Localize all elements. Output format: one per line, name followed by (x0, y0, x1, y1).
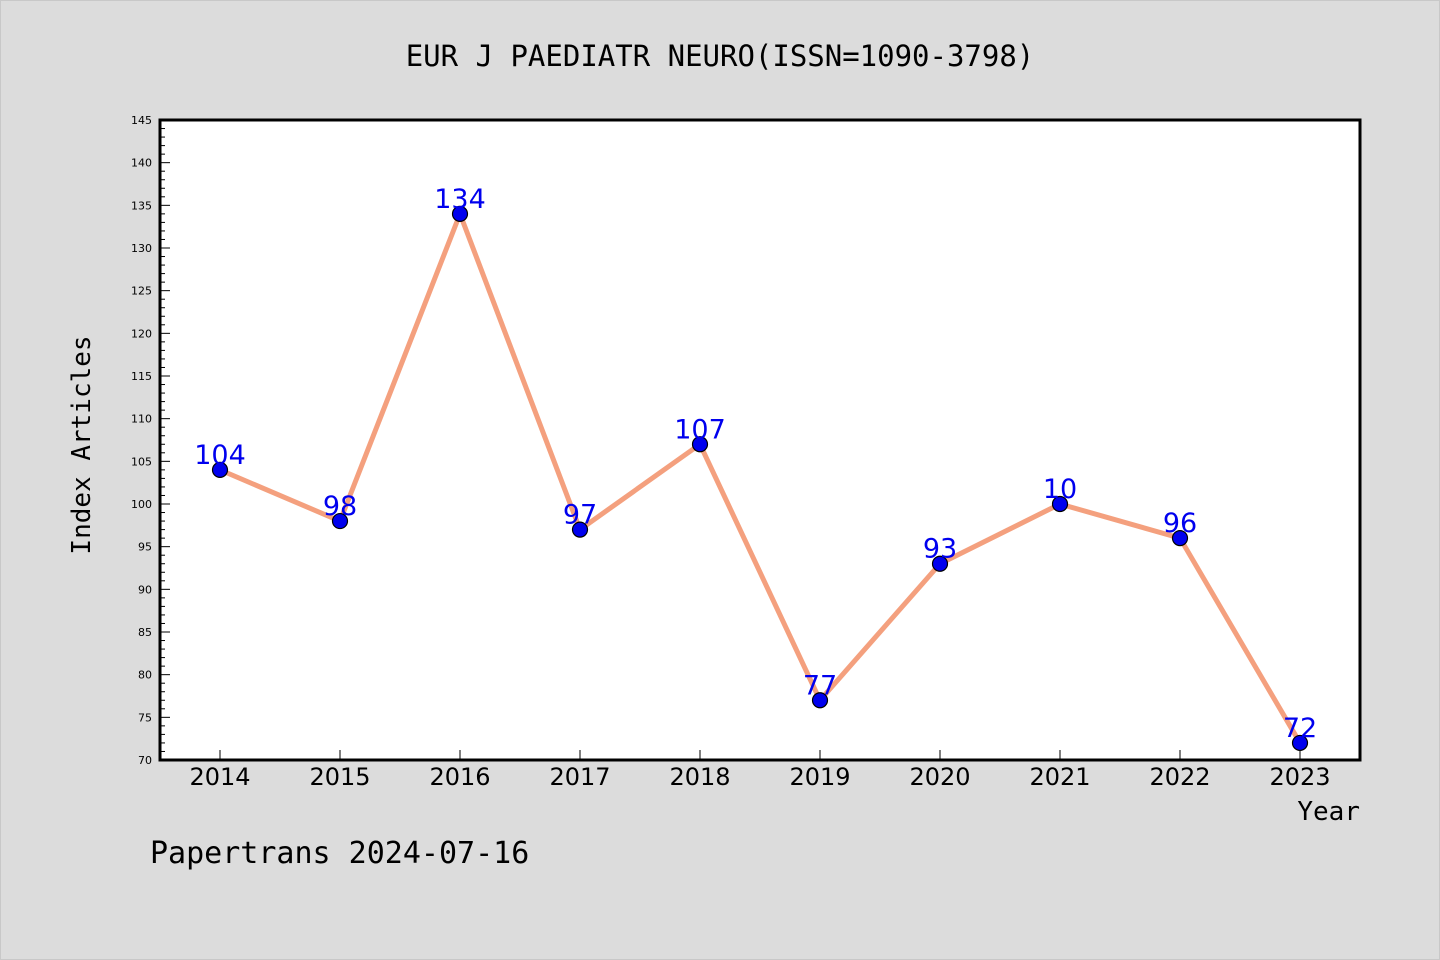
y-tick-label: 120 (131, 327, 152, 340)
markers-group (211, 205, 1309, 752)
x-tick-label: 2021 (1029, 763, 1090, 791)
data-point (691, 436, 709, 453)
plot-area (158, 118, 1362, 762)
data-point (211, 461, 229, 478)
y-tick-label: 80 (138, 669, 152, 682)
data-point (811, 692, 829, 709)
data-point (1051, 495, 1069, 513)
y-tick-label: 145 (131, 114, 152, 127)
data-label: 98 (323, 491, 357, 522)
data-point (931, 555, 949, 572)
y-tick-label: 105 (131, 455, 152, 468)
y-tick-label: 100 (131, 498, 152, 511)
data-label: 10 (1043, 474, 1077, 505)
data-label: 72 (1283, 713, 1317, 744)
y-tick-label: 110 (131, 413, 152, 426)
data-point (1291, 734, 1309, 752)
data-point (1171, 530, 1189, 547)
y-tick-label: 135 (131, 199, 152, 212)
data-label: 93 (923, 534, 957, 565)
x-axis-label: Year (1297, 797, 1360, 827)
y-tick-label: 140 (131, 157, 152, 170)
y-tick-label: 125 (131, 285, 152, 298)
y-tick-label: 95 (138, 541, 152, 554)
y-tick-label: 70 (138, 754, 152, 767)
series-line (219, 211, 1303, 745)
data-label: 134 (434, 184, 486, 215)
x-tick-label: 2019 (789, 763, 850, 791)
y-tick-label: 85 (138, 626, 152, 639)
x-tick-label: 2016 (429, 763, 490, 791)
data-label: 77 (803, 670, 837, 701)
y-tick-label: 115 (131, 370, 152, 383)
data-label: 107 (674, 414, 726, 445)
x-tick-label: 2014 (189, 763, 250, 791)
x-tick-label: 2023 (1269, 763, 1330, 791)
x-tick-label: 2017 (549, 763, 610, 791)
y-tick-label: 130 (131, 242, 152, 255)
data-point (571, 521, 589, 538)
x-axis: 2014 2015 2016 2017 2018 2019 2020 2021 2022 2023 (189, 750, 1331, 791)
chart-title: EUR J PAEDIATR NEURO(ISSN=1090-3798) (406, 39, 1035, 73)
y-tick-label: 75 (138, 711, 152, 724)
x-tick-label: 2015 (309, 763, 370, 791)
footer-stamp: Papertrans 2024-07-16 (150, 836, 529, 871)
y-axis: 70 75 80 85 90 95 100 105 110 115 120 125 130 135 140 1… (131, 114, 170, 767)
y-tick-label: 90 (138, 583, 152, 596)
data-label: 104 (194, 440, 246, 471)
data-label: 97 (563, 500, 597, 531)
data-point (331, 512, 349, 530)
y-axis-label: Index Articles (67, 335, 97, 554)
x-tick-label: 2018 (669, 763, 730, 791)
data-label: 96 (1163, 508, 1197, 539)
data-labels-group: 104 98 134 97 107 77 93 10 96 72 (194, 184, 1317, 744)
data-point (451, 205, 469, 222)
series-line-group (219, 211, 1303, 745)
x-tick-label: 2020 (909, 763, 970, 791)
x-tick-label: 2022 (1149, 763, 1210, 791)
